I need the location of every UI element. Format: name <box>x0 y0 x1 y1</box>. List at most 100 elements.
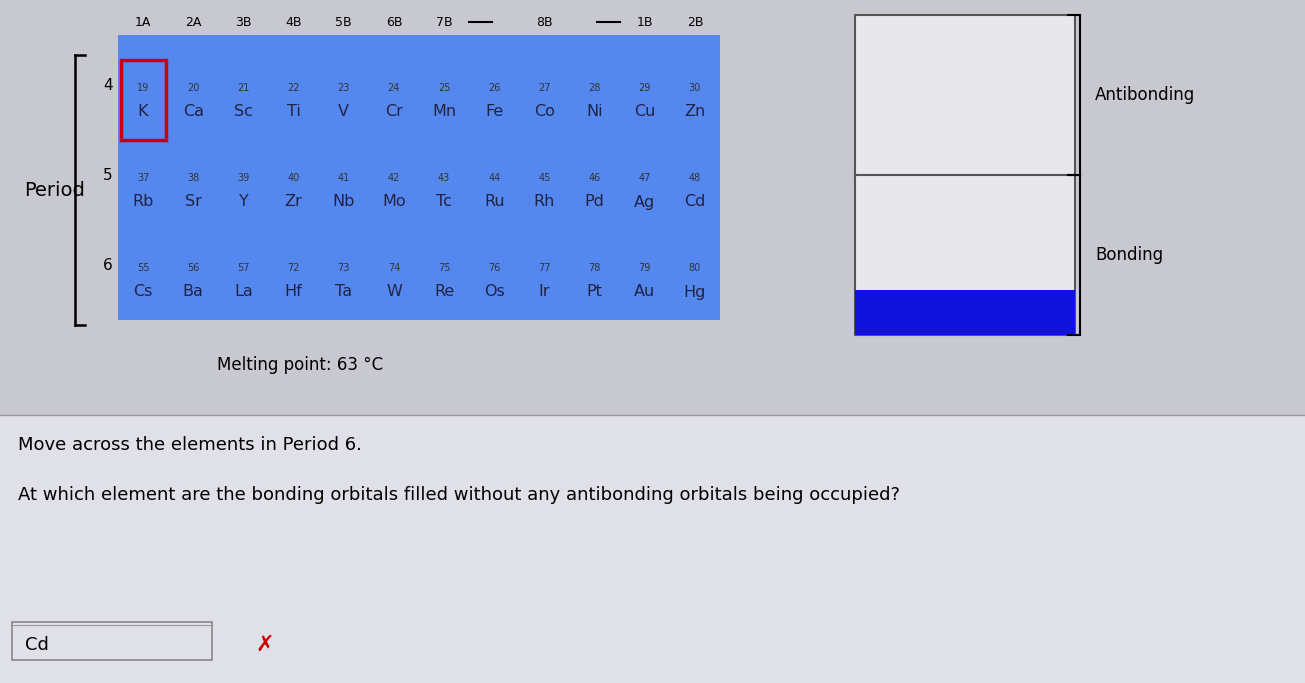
Bar <box>0 415 1305 683</box>
Text: Y: Y <box>239 195 248 210</box>
Text: Hf: Hf <box>284 285 303 300</box>
Text: 5B: 5B <box>335 16 352 29</box>
Text: Ca: Ca <box>183 104 204 120</box>
Text: 6: 6 <box>103 257 112 273</box>
Text: Os: Os <box>484 285 505 300</box>
Text: 76: 76 <box>488 263 500 273</box>
Text: At which element are the bonding orbitals filled without any antibonding orbital: At which element are the bonding orbital… <box>18 486 900 504</box>
Text: 43: 43 <box>438 173 450 183</box>
Text: 42: 42 <box>388 173 401 183</box>
Text: Ag: Ag <box>634 195 655 210</box>
Text: V: V <box>338 104 350 120</box>
Text: 5: 5 <box>103 167 112 182</box>
Text: Sr: Sr <box>185 195 202 210</box>
Text: 40: 40 <box>287 173 300 183</box>
Text: 46: 46 <box>589 173 600 183</box>
Text: 48: 48 <box>689 173 701 183</box>
Text: Period: Period <box>25 180 85 199</box>
Text: Ru: Ru <box>484 195 505 210</box>
Text: 1B: 1B <box>637 16 652 29</box>
Text: Antibonding: Antibonding <box>1095 86 1195 104</box>
Text: 2A: 2A <box>185 16 201 29</box>
Bar <box>855 15 1075 335</box>
Text: Bonding: Bonding <box>1095 246 1163 264</box>
Text: K: K <box>138 104 149 120</box>
Text: 39: 39 <box>238 173 249 183</box>
Text: 19: 19 <box>137 83 149 93</box>
Text: Cd: Cd <box>25 636 48 654</box>
Text: 27: 27 <box>538 83 551 93</box>
Text: 47: 47 <box>638 173 651 183</box>
Text: Hg: Hg <box>684 285 706 300</box>
Text: 73: 73 <box>338 263 350 273</box>
Text: 24: 24 <box>388 83 401 93</box>
Bar <box>120 60 166 140</box>
Text: Rh: Rh <box>534 195 555 210</box>
Text: 55: 55 <box>137 263 149 273</box>
Text: Pd: Pd <box>585 195 604 210</box>
Text: 8B: 8B <box>536 16 553 29</box>
Text: 3B: 3B <box>235 16 252 29</box>
Text: 4: 4 <box>103 77 112 92</box>
Text: 30: 30 <box>689 83 701 93</box>
Text: Tc: Tc <box>436 195 452 210</box>
Text: 80: 80 <box>689 263 701 273</box>
Text: Cu: Cu <box>634 104 655 120</box>
Text: 25: 25 <box>438 83 450 93</box>
Text: 7B: 7B <box>436 16 453 29</box>
Text: Rb: Rb <box>132 195 154 210</box>
Text: 26: 26 <box>488 83 500 93</box>
Text: Au: Au <box>634 285 655 300</box>
Text: 37: 37 <box>137 173 149 183</box>
Text: 21: 21 <box>238 83 249 93</box>
Text: 1A: 1A <box>134 16 151 29</box>
Text: Ir: Ir <box>539 285 551 300</box>
Bar <box>117 35 720 320</box>
Text: 56: 56 <box>187 263 200 273</box>
Text: Cs: Cs <box>133 285 153 300</box>
Text: Melting point: 63 °C: Melting point: 63 °C <box>217 356 384 374</box>
Text: 2B: 2B <box>686 16 703 29</box>
Text: Ta: Ta <box>335 285 352 300</box>
Text: 22: 22 <box>287 83 300 93</box>
Text: 45: 45 <box>538 173 551 183</box>
Text: Ba: Ba <box>183 285 204 300</box>
Text: 44: 44 <box>488 173 500 183</box>
Text: Pt: Pt <box>587 285 603 300</box>
Text: 38: 38 <box>187 173 200 183</box>
Text: 29: 29 <box>638 83 651 93</box>
Text: 74: 74 <box>388 263 401 273</box>
Text: Re: Re <box>435 285 454 300</box>
Text: 19: 19 <box>137 83 149 93</box>
Text: K: K <box>138 104 149 120</box>
Text: Cd: Cd <box>684 195 706 210</box>
Text: 57: 57 <box>238 263 249 273</box>
Text: Zn: Zn <box>684 104 706 120</box>
Text: 75: 75 <box>438 263 450 273</box>
Text: Mn: Mn <box>432 104 457 120</box>
Text: ✗: ✗ <box>256 635 274 655</box>
Text: La: La <box>234 285 253 300</box>
Text: 77: 77 <box>538 263 551 273</box>
Text: 20: 20 <box>187 83 200 93</box>
Bar <box>12 622 211 660</box>
Text: W: W <box>386 285 402 300</box>
Text: 41: 41 <box>338 173 350 183</box>
Text: Mo: Mo <box>382 195 406 210</box>
Text: Move across the elements in Period 6.: Move across the elements in Period 6. <box>18 436 361 454</box>
Text: Sc: Sc <box>234 104 253 120</box>
Text: Nb: Nb <box>333 195 355 210</box>
Text: Cr: Cr <box>385 104 403 120</box>
Text: 78: 78 <box>589 263 600 273</box>
Text: 6B: 6B <box>386 16 402 29</box>
Text: 23: 23 <box>338 83 350 93</box>
Text: Co: Co <box>534 104 555 120</box>
Text: Fe: Fe <box>485 104 504 120</box>
Text: 72: 72 <box>287 263 300 273</box>
Text: Ti: Ti <box>287 104 300 120</box>
Text: 79: 79 <box>638 263 651 273</box>
Bar <box>855 290 1075 335</box>
Text: Zr: Zr <box>284 195 303 210</box>
Text: 4B: 4B <box>286 16 301 29</box>
Text: Ni: Ni <box>586 104 603 120</box>
